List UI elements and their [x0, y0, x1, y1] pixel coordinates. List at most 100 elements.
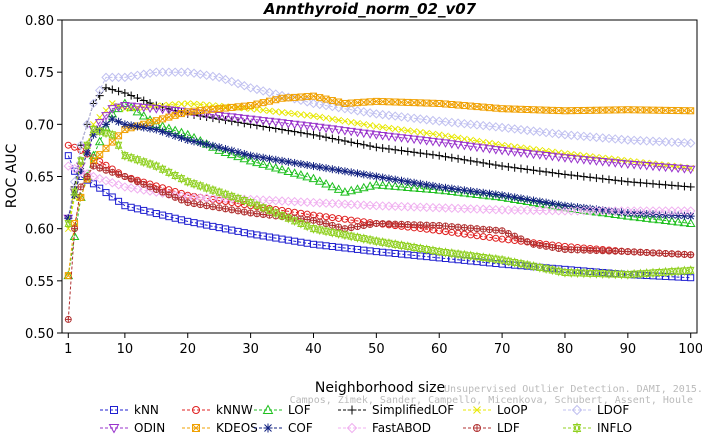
data-point [240, 195, 249, 206]
data-point [352, 184, 363, 193]
data-point [434, 116, 444, 126]
data-point [553, 206, 564, 216]
data-point [270, 162, 281, 172]
y-tick-label: 0.80 [25, 14, 54, 29]
data-point [490, 146, 501, 155]
data-point [372, 143, 381, 152]
data-point [517, 235, 525, 243]
data-point [252, 116, 262, 125]
data-point [71, 219, 79, 227]
data-point [641, 206, 652, 216]
data-point [434, 203, 444, 213]
data-point [390, 133, 401, 142]
data-point [365, 200, 375, 211]
data-point [152, 160, 161, 172]
data-point [459, 119, 470, 129]
data-point [108, 193, 116, 201]
data-point [152, 125, 161, 134]
data-point [662, 249, 670, 257]
data-point [428, 202, 438, 213]
data-point [377, 109, 388, 120]
data-point [385, 124, 393, 132]
data-point [132, 184, 143, 194]
data-point [667, 137, 677, 147]
data-point [379, 98, 387, 106]
data-point [270, 118, 281, 128]
data-point [611, 247, 619, 255]
data-point [195, 69, 206, 79]
data-point [567, 246, 575, 254]
data-point [390, 181, 401, 190]
data-point [315, 132, 324, 141]
data-point [215, 204, 223, 212]
data-point [226, 113, 237, 122]
data-point [574, 107, 582, 115]
data-point [498, 191, 507, 200]
data-point [233, 151, 243, 161]
data-point [190, 178, 198, 190]
data-point [328, 134, 337, 143]
data-point [321, 100, 331, 111]
data-point [208, 193, 218, 203]
data-point [516, 194, 525, 203]
data-point [648, 206, 658, 216]
data-point [107, 105, 118, 114]
data-point [196, 101, 204, 108]
data-point [580, 106, 588, 114]
data-point [421, 137, 432, 146]
data-point [114, 117, 123, 126]
data-point [378, 173, 387, 182]
data-point [440, 117, 451, 127]
data-point [297, 93, 305, 101]
data-point [599, 154, 607, 162]
data-point [71, 225, 79, 233]
data-point [226, 149, 237, 159]
data-point [215, 105, 223, 113]
data-point [542, 242, 550, 250]
data-point [95, 126, 104, 137]
data-point [358, 182, 369, 192]
data-point [410, 221, 418, 229]
data-point [472, 187, 481, 196]
data-point [454, 154, 463, 163]
data-point [629, 161, 639, 170]
data-point [139, 96, 148, 105]
data-point [190, 200, 198, 208]
data-point [64, 272, 72, 280]
data-point [429, 245, 437, 256]
data-point [674, 107, 682, 115]
data-point [523, 195, 532, 204]
data-point [333, 126, 344, 135]
data-point [278, 108, 286, 116]
data-point [177, 173, 186, 184]
data-point [486, 104, 494, 112]
data-point [516, 124, 526, 135]
data-point [321, 124, 331, 134]
data-point [610, 134, 620, 144]
data-point [523, 165, 532, 174]
data-point [636, 248, 644, 256]
data-point [447, 117, 457, 128]
data-point [442, 132, 449, 140]
data-point [553, 129, 564, 139]
data-point [422, 149, 431, 158]
data-point [133, 122, 142, 131]
data-point [127, 152, 135, 163]
legend-label: COF [288, 421, 313, 434]
data-point [510, 257, 519, 268]
data-point [151, 105, 162, 114]
data-point [686, 206, 696, 216]
data-point [673, 206, 683, 216]
data-point [341, 229, 349, 241]
legend-entry-kdeos: KDEOS [182, 421, 258, 434]
data-point [196, 201, 204, 209]
data-point [428, 150, 437, 159]
data-point [264, 195, 275, 206]
data-point [655, 180, 664, 189]
data-point [373, 123, 380, 130]
data-point [397, 176, 406, 185]
data-point [511, 105, 519, 113]
data-point [573, 267, 582, 279]
data-point [347, 138, 356, 147]
data-point [340, 103, 350, 114]
